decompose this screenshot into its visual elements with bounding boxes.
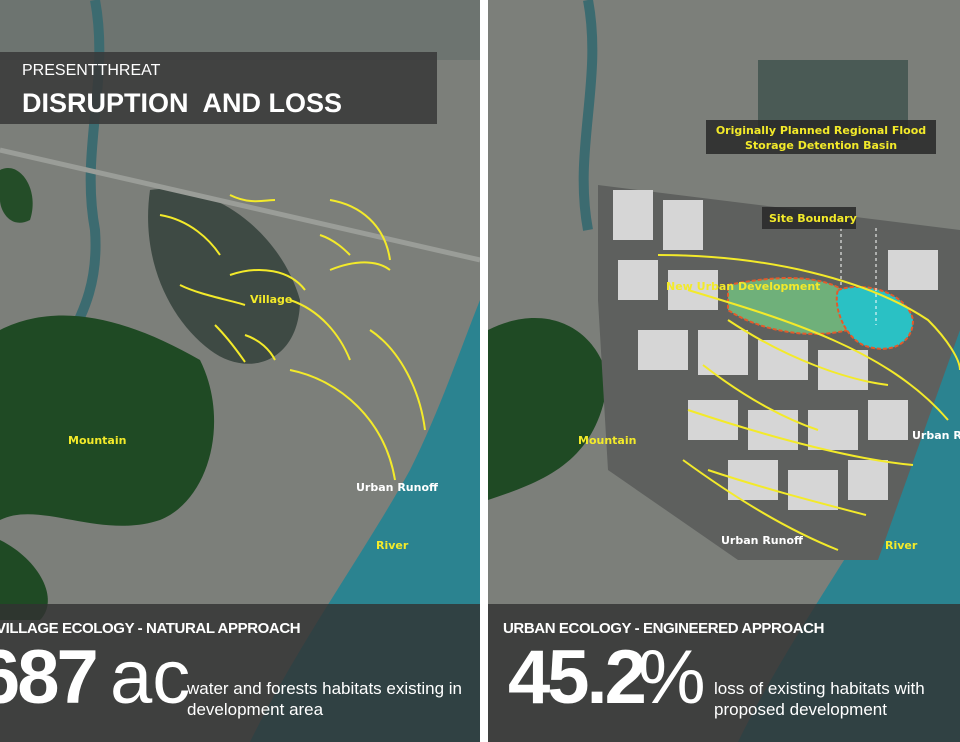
description: loss of existing habitats with proposed … — [714, 679, 925, 719]
stat-unit: % — [638, 635, 706, 720]
left-panel: PRESENTTHREAT DISRUPTION AND LOSS Villag… — [0, 0, 480, 742]
site-boundary-label: Site Boundary — [769, 212, 857, 225]
mountain-label: Mountain — [68, 434, 127, 447]
runoff-arrows — [657, 254, 960, 551]
stat-unit: ac — [110, 635, 191, 720]
description: water and forests habitats existing in d… — [187, 679, 462, 719]
river-label: River — [885, 539, 918, 552]
footer: URBAN ECOLOGY - ENGINEERED APPROACH 45.2… — [488, 604, 960, 742]
runoff-label: Urban Runoff — [356, 481, 438, 494]
stat: 45.2 — [508, 635, 647, 720]
basin-box — [706, 120, 936, 154]
mountain-label: Mountain — [578, 434, 637, 447]
footer: VILLAGE ECOLOGY - NATURAL APPROACH 687 a… — [0, 604, 480, 742]
boundary-box — [762, 207, 856, 229]
stat: 687 — [0, 635, 99, 720]
footer-heading: VILLAGE ECOLOGY - NATURAL APPROACH — [0, 620, 301, 637]
runoff-label: Urban Runoff — [721, 534, 803, 547]
title-box — [0, 52, 437, 124]
village-label: Village — [250, 293, 293, 306]
title: DISRUPTION AND LOSS — [22, 88, 343, 118]
flood-basin-label: Originally Planned Regional Flood Storag… — [715, 124, 927, 152]
runoff-arrows — [159, 194, 426, 481]
right-panel: Originally Planned Regional Flood Storag… — [488, 0, 960, 742]
river-label: River — [376, 539, 409, 552]
new-urban-label: New Urban Development — [666, 280, 821, 293]
runoff-east-label: Urban Runoff — [912, 429, 960, 442]
kicker: PRESENTTHREAT — [22, 62, 161, 79]
footer-heading: URBAN ECOLOGY - ENGINEERED APPROACH — [503, 620, 825, 637]
